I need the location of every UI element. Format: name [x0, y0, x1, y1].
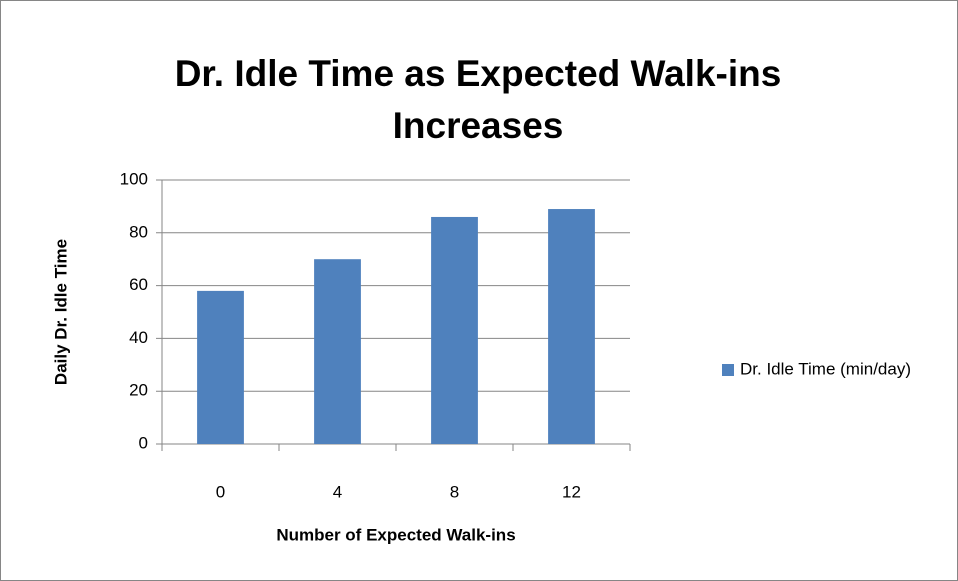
x-tick-label: 4	[333, 482, 342, 501]
x-tick-label: 12	[562, 482, 581, 501]
y-tick-label: 80	[129, 222, 148, 241]
y-tick-label: 60	[129, 275, 148, 294]
bar	[548, 209, 595, 444]
x-axis-label: Number of Expected Walk-ins	[276, 525, 515, 544]
bar	[314, 259, 361, 444]
legend-label: Dr. Idle Time (min/day)	[740, 359, 911, 378]
y-tick-label: 0	[139, 433, 148, 452]
bar	[197, 290, 244, 444]
bar	[431, 216, 478, 444]
legend-swatch	[722, 364, 734, 376]
y-tick-label: 40	[129, 328, 148, 347]
y-axis-label: Daily Dr. Idle Time	[51, 239, 70, 385]
x-tick-label: 0	[216, 482, 225, 501]
x-tick-label: 8	[450, 482, 459, 501]
y-tick-label: 20	[129, 381, 148, 400]
y-tick-label: 100	[120, 169, 148, 188]
chart-title: Dr. Idle Time as Expected Walk-ins Incre…	[174, 53, 782, 146]
